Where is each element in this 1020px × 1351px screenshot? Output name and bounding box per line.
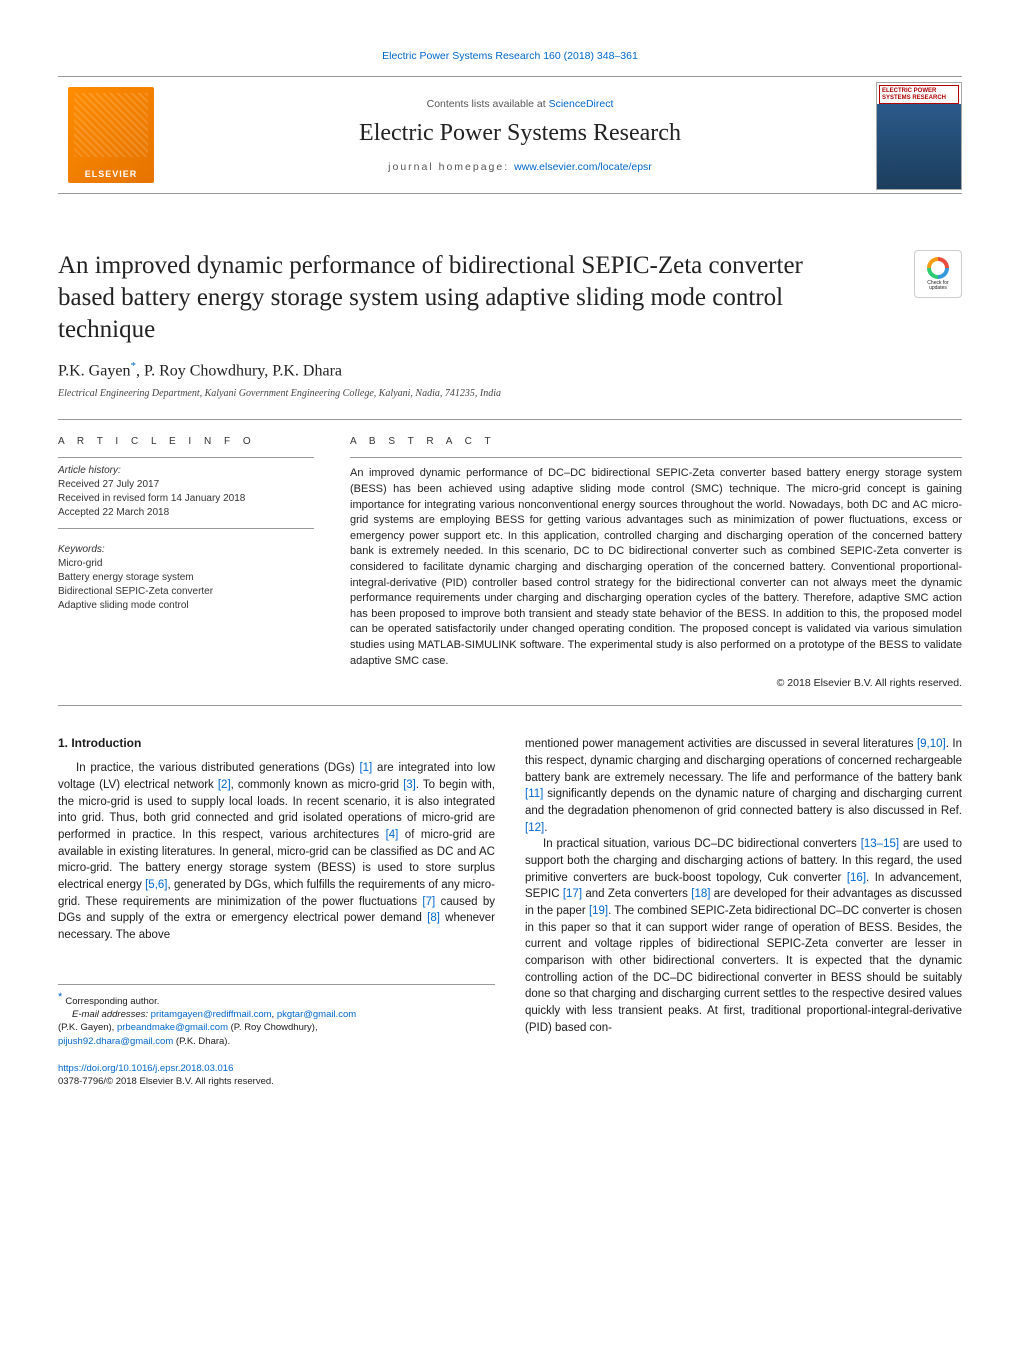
cite-2[interactable]: [2] — [218, 779, 231, 791]
cite-4[interactable]: [4] — [386, 829, 399, 841]
abstract-header: A B S T R A C T — [350, 436, 962, 447]
contents-available-line: Contents lists available at ScienceDirec… — [427, 98, 614, 110]
article-info-header: A R T I C L E I N F O — [58, 436, 314, 447]
cite-5-6[interactable]: [5,6] — [145, 879, 167, 891]
header-center: Contents lists available at ScienceDirec… — [164, 77, 876, 193]
email-3[interactable]: prbeandmake@gmail.com — [117, 1022, 228, 1033]
check-updates-badge[interactable]: Check forupdates — [914, 250, 962, 298]
corresponding-author-label: Corresponding author. — [65, 996, 159, 1007]
email-2[interactable]: pkgtar@gmail.com — [277, 1009, 356, 1020]
sciencedirect-link[interactable]: ScienceDirect — [549, 98, 614, 110]
rule-keywords — [58, 528, 314, 529]
abstract-column: A B S T R A C T An improved dynamic perf… — [350, 436, 962, 689]
cite-16[interactable]: [16] — [847, 872, 866, 884]
footnotes: * Corresponding author. E-mail addresses… — [58, 984, 495, 1048]
intro-para-1: In practice, the various distributed gen… — [58, 760, 495, 943]
abstract-copyright: © 2018 Elsevier B.V. All rights reserved… — [350, 677, 962, 689]
journal-title: Electric Power Systems Research — [359, 120, 681, 147]
author-1: P.K. Gayen — [58, 362, 130, 379]
journal-homepage-url[interactable]: www.elsevier.com/locate/epsr — [514, 161, 652, 173]
keywords-label: Keywords: — [58, 543, 314, 557]
rule-above-info — [58, 419, 962, 420]
updates-badge-text: Check forupdates — [927, 281, 948, 291]
publisher-logo-box: ELSEVIER — [58, 77, 164, 193]
abstract-text: An improved dynamic performance of DC–DC… — [350, 466, 962, 669]
footnote-name-2: (P. Roy Chowdhury), — [228, 1022, 318, 1033]
keyword-3: Bidirectional SEPIC-Zeta converter — [58, 585, 314, 599]
cite-19[interactable]: [19] — [589, 905, 608, 917]
email-4[interactable]: pijush92.dhara@gmail.com — [58, 1036, 173, 1047]
cite-11[interactable]: [11] — [525, 788, 543, 800]
body-columns: 1. Introduction In practice, the various… — [58, 736, 962, 1088]
history-label: Article history: — [58, 464, 314, 478]
elsevier-label: ELSEVIER — [85, 169, 138, 179]
history-received: Received 27 July 2017 — [58, 478, 314, 492]
journal-header: ELSEVIER Contents lists available at Sci… — [58, 76, 962, 194]
footnote-name-1: (P.K. Gayen), — [58, 1022, 117, 1033]
authors-rest: , P. Roy Chowdhury, P.K. Dhara — [136, 362, 342, 379]
keyword-2: Battery energy storage system — [58, 571, 314, 585]
cite-18[interactable]: [18] — [691, 888, 710, 900]
elsevier-tree-icon: ELSEVIER — [68, 87, 154, 183]
homepage-prefix: journal homepage: — [388, 161, 514, 173]
body-column-right: mentioned power management activities ar… — [525, 736, 962, 1088]
cite-7[interactable]: [7] — [422, 896, 435, 908]
running-header: Electric Power Systems Research 160 (201… — [58, 50, 962, 62]
author-line: P.K. Gayen*, P. Roy Chowdhury, P.K. Dhar… — [58, 360, 962, 380]
cite-9-10[interactable]: [9,10] — [917, 738, 946, 750]
issn-copyright: 0378-7796/© 2018 Elsevier B.V. All right… — [58, 1075, 495, 1088]
contents-prefix: Contents lists available at — [427, 98, 549, 110]
doi-block: https://doi.org/10.1016/j.epsr.2018.03.0… — [58, 1062, 495, 1089]
keyword-4: Adaptive sliding mode control — [58, 599, 314, 613]
article-title: An improved dynamic performance of bidir… — [58, 250, 962, 346]
affiliation: Electrical Engineering Department, Kalya… — [58, 388, 962, 399]
rule-info — [58, 457, 314, 458]
crossmark-icon — [927, 257, 949, 279]
col2-para-1: mentioned power management activities ar… — [525, 736, 962, 836]
doi-url[interactable]: https://doi.org/10.1016/j.epsr.2018.03.0… — [58, 1062, 495, 1075]
journal-cover-thumbnail: ELECTRIC POWER SYSTEMS RESEARCH — [876, 82, 962, 190]
email-1[interactable]: pritamgayen@rediffmail.com — [151, 1009, 272, 1020]
rule-abstract — [350, 457, 962, 458]
keyword-1: Micro-grid — [58, 557, 314, 571]
footnote-name-3: (P.K. Dhara). — [173, 1036, 230, 1047]
article-info-column: A R T I C L E I N F O Article history: R… — [58, 436, 314, 689]
col2-para-2: In practical situation, various DC–DC bi… — [525, 836, 962, 1036]
cite-12[interactable]: [12] — [525, 822, 544, 834]
intro-heading: 1. Introduction — [58, 736, 495, 750]
cite-17[interactable]: [17] — [563, 888, 582, 900]
journal-cover-label: ELECTRIC POWER SYSTEMS RESEARCH — [879, 85, 959, 104]
email-addresses-label: E-mail addresses: — [72, 1009, 151, 1020]
cite-3[interactable]: [3] — [403, 779, 416, 791]
cite-13-15[interactable]: [13–15] — [861, 838, 899, 850]
history-revised: Received in revised form 14 January 2018 — [58, 492, 314, 506]
rule-below-abstract — [58, 705, 962, 706]
body-column-left: 1. Introduction In practice, the various… — [58, 736, 495, 1088]
history-accepted: Accepted 22 March 2018 — [58, 506, 314, 520]
cite-8[interactable]: [8] — [427, 912, 440, 924]
cite-1[interactable]: [1] — [359, 762, 372, 774]
journal-homepage-line: journal homepage: www.elsevier.com/locat… — [388, 161, 652, 173]
